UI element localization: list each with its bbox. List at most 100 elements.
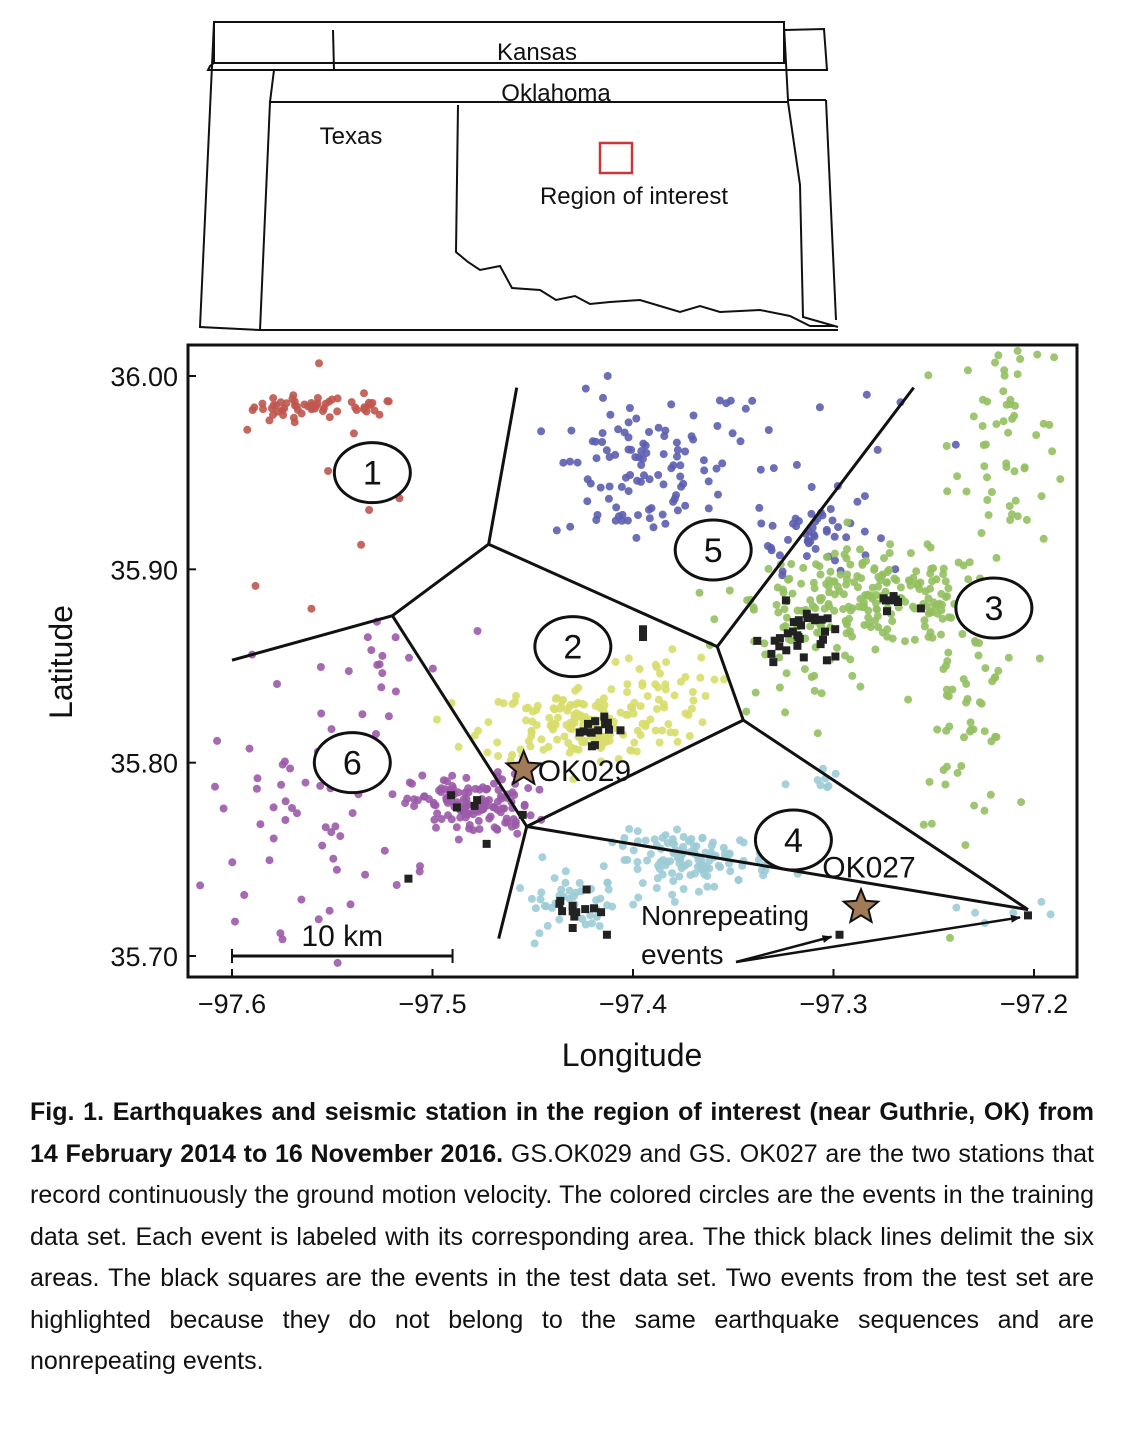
training-event-area-3 — [846, 560, 855, 569]
training-event-area-3 — [939, 665, 948, 674]
training-event-area-2 — [527, 732, 536, 741]
training-event-area-1 — [310, 404, 319, 413]
training-event-area-6 — [318, 841, 327, 850]
training-event-area-2 — [623, 688, 632, 697]
training-event-area-3 — [760, 639, 769, 648]
training-event-area-3 — [946, 933, 954, 942]
training-event-area-5 — [704, 477, 713, 486]
training-event-area-4 — [629, 900, 638, 909]
training-event-area-2 — [470, 731, 479, 740]
training-event-area-6 — [415, 867, 424, 876]
test-event — [803, 614, 812, 622]
training-event-area-3 — [961, 841, 970, 850]
training-event-area-4 — [557, 885, 566, 894]
training-event-area-3 — [964, 575, 973, 584]
training-event-area-3 — [919, 820, 928, 829]
training-event-area-2 — [551, 694, 560, 703]
training-event-area-4 — [652, 884, 661, 892]
training-event-area-1 — [273, 407, 282, 416]
training-event-area-5 — [588, 437, 597, 446]
training-event-area-6 — [460, 805, 469, 814]
area-label-ellipse — [312, 731, 392, 795]
test-event — [831, 625, 840, 634]
training-event-area-3 — [710, 615, 719, 624]
station-marker-ok027 — [841, 886, 881, 924]
training-event-area-3 — [725, 586, 734, 595]
training-event-area-1 — [318, 407, 327, 415]
training-event-area-5 — [621, 473, 630, 482]
training-event-area-3 — [839, 590, 848, 599]
training-event-area-3 — [813, 729, 822, 738]
training-event-area-6 — [253, 774, 262, 783]
training-event-area-2 — [591, 702, 600, 710]
training-event-area-5 — [566, 457, 574, 466]
training-event-area-3 — [825, 588, 834, 597]
test-event — [584, 719, 592, 728]
training-event-area-4 — [670, 840, 679, 849]
station-label-ok027: OK027 — [822, 851, 915, 884]
training-event-area-3 — [787, 560, 796, 568]
training-event-area-4 — [668, 890, 677, 899]
training-event-area-2 — [651, 660, 660, 669]
training-event-area-5 — [891, 565, 900, 574]
training-event-area-5 — [769, 464, 778, 473]
training-event-area-3 — [977, 699, 986, 708]
training-event-area-3 — [764, 564, 773, 573]
training-event-area-5 — [713, 422, 722, 430]
area-label: 1 — [363, 455, 382, 493]
training-event-area-4 — [696, 861, 705, 870]
training-event-area-6 — [485, 796, 493, 804]
training-event-area-4 — [561, 878, 570, 887]
training-event-area-3 — [843, 620, 851, 629]
test-event — [883, 607, 891, 616]
training-event-area-3 — [848, 632, 856, 641]
training-event-area-3 — [984, 511, 993, 520]
training-event-area-1 — [276, 398, 285, 407]
training-event-area-6 — [348, 809, 357, 818]
test-event — [555, 899, 564, 908]
training-event-area-2 — [493, 738, 502, 747]
training-event-area-3 — [962, 487, 971, 496]
training-event-area-2 — [484, 718, 493, 727]
nonrepeating-arrow — [735, 914, 1021, 964]
training-event-area-6 — [378, 669, 387, 678]
training-event-area-6 — [432, 823, 440, 832]
training-event-area-5 — [624, 418, 633, 427]
training-event-area-4 — [668, 869, 677, 878]
training-event-area-2 — [545, 713, 554, 722]
training-event-area-5 — [612, 503, 621, 512]
area-label-ellipse — [954, 576, 1034, 640]
y-tick-label: 36.00 — [110, 362, 178, 392]
x-tick-label: −97.2 — [1000, 989, 1068, 1019]
training-event-area-3 — [904, 695, 913, 704]
test-event — [782, 646, 791, 655]
training-event-area-6 — [240, 891, 249, 899]
training-event-area-5 — [763, 542, 772, 550]
training-event-area-5 — [654, 423, 663, 432]
training-event-area-6 — [273, 680, 281, 688]
training-event-area-4 — [831, 769, 840, 778]
training-event-area-4 — [537, 888, 546, 897]
training-event-area-2 — [597, 757, 605, 766]
training-event-area-3 — [994, 666, 1003, 675]
training-event-area-5 — [602, 446, 611, 455]
training-event-area-6 — [513, 829, 522, 838]
training-event-area-5 — [822, 527, 831, 536]
training-event-area-1 — [352, 406, 361, 414]
training-event-area-5 — [826, 505, 835, 513]
training-event-area-6 — [265, 856, 274, 865]
training-event-area-3 — [816, 570, 825, 579]
training-event-area-4 — [531, 904, 540, 913]
training-event-area-3 — [871, 645, 880, 654]
test-event — [404, 874, 413, 883]
training-event-area-3 — [944, 584, 953, 593]
training-event-area-5 — [741, 404, 750, 413]
training-event-area-4 — [653, 874, 662, 883]
area-boundary — [231, 614, 393, 662]
area-label: 6 — [343, 745, 362, 783]
training-event-area-3 — [1004, 428, 1013, 437]
training-event-area-2 — [528, 717, 537, 726]
inset-label-oklahoma: Oklahoma — [501, 80, 611, 107]
training-event-area-5 — [807, 483, 816, 491]
area-boundary — [716, 386, 915, 648]
